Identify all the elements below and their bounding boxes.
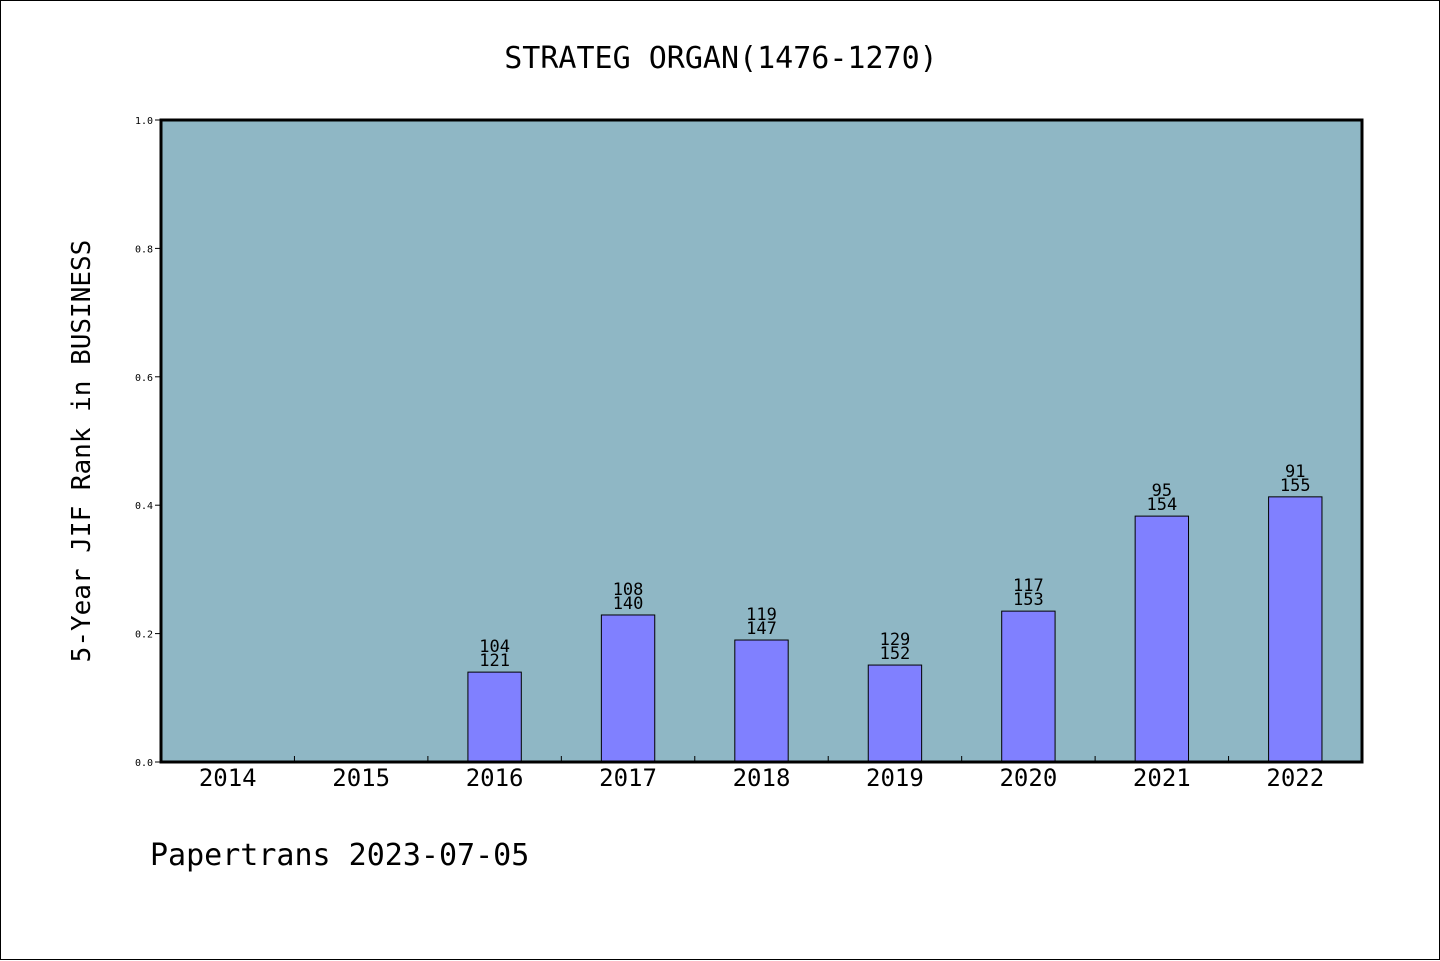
bar-total-label: 152 [880, 644, 911, 664]
bar [467, 671, 522, 763]
y-tick-label: 0.6 [135, 373, 153, 384]
bar-rank-label: 95 [1152, 481, 1172, 501]
y-tick-label: 0.4 [135, 501, 153, 512]
y-tick-label: 0.8 [135, 244, 153, 255]
bar [1134, 515, 1190, 763]
footer-date-label: Papertrans 2023-07-05 [150, 838, 529, 873]
bar-total-label: 140 [613, 594, 644, 614]
x-tick-label: 2022 [1266, 764, 1324, 792]
bar-total-label: 153 [1013, 590, 1044, 610]
x-axis: 2014 2015 2016 2017 2018 2019 2020 2021 2022 [199, 756, 1324, 792]
y-tick-label: 0.2 [135, 630, 153, 641]
bar-rank-label: 117 [1013, 576, 1044, 596]
bar-total-label: 147 [746, 619, 777, 639]
x-tick-label: 2021 [1133, 764, 1191, 792]
x-tick-label: 2018 [733, 764, 791, 792]
bar-rank-label: 104 [479, 637, 510, 657]
bar-rank-label: 91 [1285, 462, 1305, 482]
bar [1268, 496, 1323, 763]
x-tick-label: 2016 [466, 764, 524, 792]
bar [734, 639, 789, 763]
bar-rank-label: 129 [880, 630, 911, 650]
x-tick-label: 2017 [599, 764, 657, 792]
bar [600, 614, 656, 763]
x-tick-label: 2015 [332, 764, 390, 792]
bar [867, 664, 923, 763]
bar-total-label: 154 [1146, 495, 1177, 515]
y-axis: 0.0 0.2 0.4 0.6 0.8 1.0 [135, 116, 161, 769]
chart-title: STRATEG ORGAN(1476-1270) [504, 41, 937, 76]
plot-border [159, 118, 1364, 764]
bar-rank-label: 108 [613, 580, 644, 600]
bar-total-label: 155 [1280, 476, 1311, 496]
bar-total-label: 121 [479, 651, 510, 671]
y-axis-label: 5-Year JIF Rank in BUSINESS [67, 240, 97, 663]
bar-rank-label: 119 [746, 605, 777, 625]
x-tick-label: 2019 [866, 764, 924, 792]
y-tick-label: 1.0 [135, 116, 153, 127]
bars-layer [467, 496, 1323, 763]
x-tick-label: 2020 [999, 764, 1057, 792]
bar [1001, 610, 1056, 763]
x-tick-label: 2014 [199, 764, 257, 792]
y-tick-label: 0.0 [135, 758, 153, 769]
